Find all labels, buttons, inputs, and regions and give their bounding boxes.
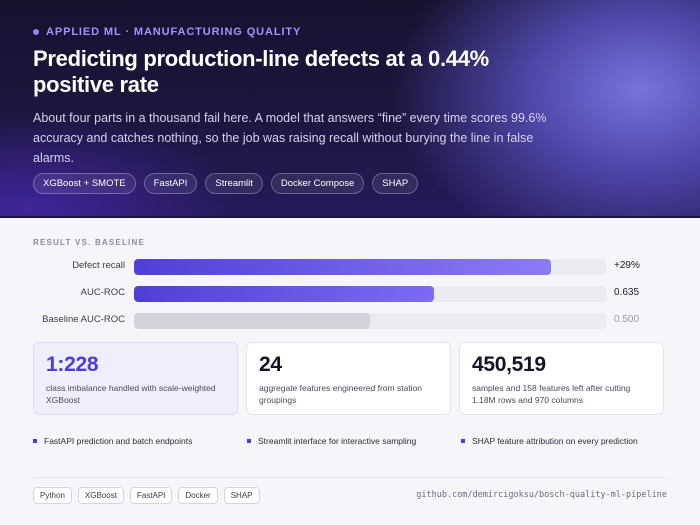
dot-icon (33, 29, 39, 35)
bar-value: +29% (614, 260, 640, 271)
bar-row-baseline-auc-roc: Baseline AUC-ROC 0.500 (33, 312, 673, 330)
repo-link[interactable]: github.com/demircigoksu/bosch-quality-ml… (416, 490, 667, 500)
bullet-icon (461, 439, 465, 443)
bullet-icon (247, 439, 251, 443)
stat-card-imbalance: 1:228 class imbalance handled with scale… (33, 342, 238, 415)
bullet-icon (33, 439, 37, 443)
feature-text: FastAPI prediction and batch endpoints (44, 436, 193, 446)
stat-description: samples and 158 features left after cutt… (472, 383, 631, 405)
bar-value: 0.500 (614, 314, 640, 325)
bar-value: 0.635 (614, 287, 640, 298)
bar-label: Defect recall (72, 260, 125, 271)
bar-track (134, 286, 606, 302)
chip-xgboost-smote: XGBoost + SMOTE (33, 173, 136, 194)
tag-python: Python (33, 487, 72, 504)
bar-fill-defect-recall (134, 259, 552, 275)
bar-label: Baseline AUC-ROC (42, 314, 125, 325)
bar-row-defect-recall: Defect recall +29% (33, 258, 673, 276)
bar-fill-auc-roc (134, 286, 434, 302)
feature-item: SHAP feature attribution on every predic… (461, 436, 638, 446)
results-bars: Defect recall +29% AUC-ROC 0.635 Baselin… (33, 258, 673, 339)
eyebrow: Applied ML · Manufacturing Quality (33, 26, 301, 38)
feature-item: Streamlit interface for interactive samp… (247, 436, 416, 446)
footer-tags: Python XGBoost FastAPI Docker SHAP (33, 487, 260, 504)
divider (33, 477, 667, 478)
chip-docker-compose: Docker Compose (270, 173, 365, 194)
chip-fastapi: FastAPI (143, 173, 198, 194)
eyebrow-label: Applied ML · Manufacturing Quality (46, 26, 302, 38)
bar-row-auc-roc: AUC-ROC 0.635 (33, 285, 673, 303)
stat-description: aggregate features engineered from stati… (259, 383, 423, 405)
section-label-results: Result vs. baseline (33, 238, 145, 247)
feature-text: SHAP feature attribution on every predic… (472, 436, 638, 446)
stat-number: 24 (259, 353, 282, 376)
tag-shap: SHAP (223, 487, 260, 504)
bar-track (134, 313, 606, 329)
stat-cards: 1:228 class imbalance handled with scale… (33, 342, 664, 415)
tag-docker: Docker (178, 487, 218, 504)
page-title: Predicting production-line defects at a … (33, 46, 489, 97)
bar-track (134, 259, 606, 275)
chip-shap: SHAP (372, 173, 419, 194)
hero-banner: Applied ML · Manufacturing Quality Predi… (0, 0, 700, 218)
tag-fastapi: FastAPI (129, 487, 173, 504)
stat-number: 1:228 (46, 353, 99, 376)
stat-number: 450,519 (472, 353, 546, 376)
tech-chips: XGBoost + SMOTE FastAPI Streamlit Docker… (33, 173, 419, 194)
feature-item: FastAPI prediction and batch endpoints (33, 436, 192, 446)
tag-xgboost: XGBoost (77, 487, 124, 504)
feature-text: Streamlit interface for interactive samp… (258, 436, 417, 446)
hero-description: About four parts in a thousand fail here… (33, 111, 547, 165)
bar-fill-baseline-auc-roc (134, 313, 370, 329)
stat-description: class imbalance handled with scale-weigh… (46, 383, 216, 405)
chip-streamlit: Streamlit (205, 173, 263, 194)
stat-card-features: 24 aggregate features engineered from st… (246, 342, 451, 415)
bar-label: AUC-ROC (80, 287, 125, 298)
stat-card-samples: 450,519 samples and 158 features left af… (459, 342, 664, 415)
